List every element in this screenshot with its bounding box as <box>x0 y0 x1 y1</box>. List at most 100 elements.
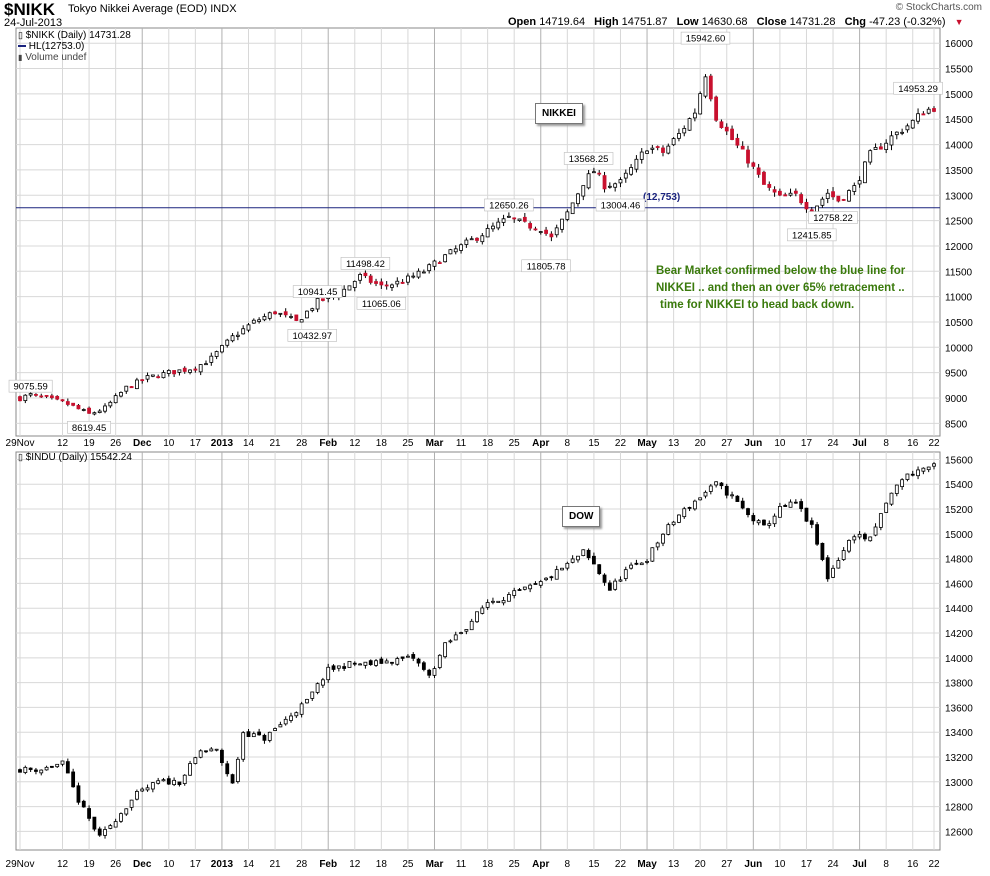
candle-body <box>480 235 485 243</box>
candle <box>825 555 830 582</box>
candle <box>910 119 915 129</box>
candle <box>225 760 230 777</box>
candle-body <box>384 660 389 664</box>
candle <box>379 656 384 664</box>
price-annotation: 12650.26 <box>489 200 529 211</box>
legend-volume-label: Volume undef <box>25 52 87 63</box>
candle-body <box>469 238 474 241</box>
candle-body <box>453 634 458 641</box>
candle <box>432 259 437 271</box>
candle <box>395 656 400 666</box>
candle <box>135 789 139 801</box>
candle <box>358 663 362 666</box>
candle-body <box>363 272 368 277</box>
candle <box>172 777 177 787</box>
candle <box>262 313 267 322</box>
x-tick-label: 18 <box>482 438 494 449</box>
candle <box>273 727 277 731</box>
candle <box>772 513 777 527</box>
candle-body <box>331 665 336 670</box>
ohlc-readout: Open 14719.64 High 14751.87 Low 14630.68… <box>508 16 963 28</box>
candle-body <box>262 316 267 321</box>
candle-body <box>294 314 299 321</box>
candle-body <box>475 611 479 623</box>
x-tick-label: 12 <box>349 859 361 870</box>
candle-body <box>618 579 623 582</box>
candle <box>586 170 591 190</box>
candle-body <box>692 112 697 119</box>
candle <box>103 403 107 414</box>
candle-body <box>677 514 681 523</box>
candle-body <box>576 555 580 561</box>
candle <box>666 522 671 536</box>
candle-body <box>793 190 798 194</box>
candle-body <box>108 825 113 829</box>
candle-body <box>92 412 97 415</box>
y-tick-label: 13200 <box>945 753 973 764</box>
x-tick-label: 16 <box>907 438 919 449</box>
candle-body <box>39 769 44 774</box>
candle-body <box>406 655 410 658</box>
high-value: 14751.87 <box>621 16 668 28</box>
candle-body <box>384 284 389 287</box>
candle-body <box>267 312 272 319</box>
candle <box>406 273 410 286</box>
candle-body <box>751 515 756 522</box>
y-tick-label: 15000 <box>945 530 973 541</box>
candle-body <box>496 600 501 603</box>
candle <box>400 279 405 284</box>
candle-body <box>815 524 819 545</box>
candle-body <box>581 185 586 197</box>
candle <box>847 189 851 202</box>
candle-body <box>135 791 139 800</box>
candle-body <box>113 821 118 828</box>
y-tick-label: 16000 <box>945 39 973 50</box>
candle <box>894 131 899 140</box>
candle <box>517 587 522 591</box>
candle <box>411 272 416 279</box>
candle-body <box>28 393 33 396</box>
candle-body <box>81 800 86 808</box>
candle <box>878 143 883 150</box>
candle-body <box>714 481 719 486</box>
candle <box>714 95 719 122</box>
y-tick-label: 15500 <box>945 65 973 76</box>
price-annotation-box <box>680 31 731 45</box>
candle-body <box>730 128 734 140</box>
candle <box>81 799 86 808</box>
candle <box>198 364 203 376</box>
down-arrow-icon: ▼ <box>954 17 964 27</box>
candle <box>421 660 426 672</box>
candle <box>799 498 804 512</box>
nikkei-label-box: NIKKEI <box>535 103 583 124</box>
candle <box>315 295 320 313</box>
candle-body <box>501 600 506 604</box>
candle <box>677 514 681 524</box>
candle <box>262 733 267 744</box>
candle-body <box>448 640 453 643</box>
candle <box>506 212 511 218</box>
candle <box>485 599 490 610</box>
candle <box>220 748 224 766</box>
candle-body <box>533 228 538 231</box>
candle-body <box>315 683 320 693</box>
candle <box>485 224 490 238</box>
candle <box>698 497 703 501</box>
candle-body <box>607 582 612 591</box>
candle-body <box>852 185 857 192</box>
candle-body <box>177 781 182 786</box>
candle-body <box>746 149 750 164</box>
y-tick-label: 15000 <box>945 90 973 101</box>
candle-body <box>857 533 862 538</box>
candle <box>788 188 793 197</box>
candle-body <box>204 750 208 753</box>
candle-body <box>762 519 766 526</box>
candle-body <box>172 370 177 375</box>
candle-body <box>145 375 150 380</box>
candle <box>666 143 671 155</box>
price-annotation: 11805.78 <box>527 261 566 272</box>
candle <box>241 325 246 335</box>
y-tick-label: 11000 <box>945 293 973 304</box>
x-tick-label: 26 <box>110 859 122 870</box>
candle <box>602 573 607 586</box>
